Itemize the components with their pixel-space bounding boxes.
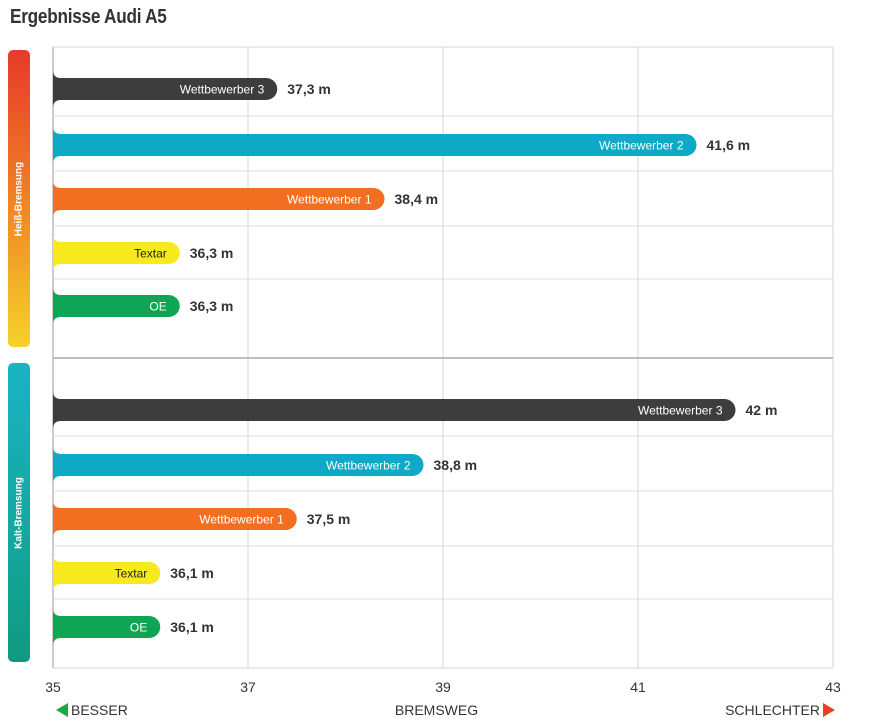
bar-label: Wettbewerber 3 bbox=[180, 83, 265, 97]
bar-value-label: 36,3 m bbox=[190, 245, 234, 261]
bar-value-label: 37,3 m bbox=[287, 81, 331, 97]
bar bbox=[53, 554, 161, 592]
bar-chart: 35 37 39 41 43 Wettbewerber 3 37,3 m Wettbewerb… bbox=[45, 46, 841, 695]
x-tick-label: 37 bbox=[240, 679, 256, 695]
bar-label: Wettbewerber 1 bbox=[199, 513, 284, 527]
bar-label: Textar bbox=[134, 247, 167, 261]
footer-axis-label: BREMSWEG bbox=[394, 702, 479, 718]
bar-value-label: 36,3 m bbox=[190, 298, 234, 314]
bar-value-label: 37,5 m bbox=[307, 511, 351, 527]
chart-title: Ergebnisse Audi A5 bbox=[10, 6, 167, 28]
bar bbox=[53, 234, 180, 272]
bar-value-label: 36,1 m bbox=[170, 565, 214, 581]
bar-value-label: 38,8 m bbox=[434, 457, 478, 473]
bar-value-label: 38,4 m bbox=[395, 191, 439, 207]
x-tick-label: 41 bbox=[630, 679, 646, 695]
bar-label: Wettbewerber 2 bbox=[326, 459, 411, 473]
bar bbox=[53, 608, 161, 646]
bar bbox=[53, 446, 424, 484]
bar-label: Wettbewerber 1 bbox=[287, 193, 372, 207]
arrow-left-icon bbox=[56, 703, 68, 717]
bar-label: Wettbewerber 3 bbox=[638, 404, 723, 418]
arrow-right-icon bbox=[823, 703, 835, 717]
section-label-heiss: Heiß-Bremsung bbox=[8, 50, 30, 347]
bar-value-label: 42 m bbox=[746, 402, 778, 418]
bar bbox=[53, 70, 278, 108]
x-tick-label: 43 bbox=[825, 679, 841, 695]
bar-label: OE bbox=[149, 300, 166, 314]
footer-better-label: BESSER bbox=[71, 702, 128, 718]
bar bbox=[53, 391, 736, 429]
x-tick-label: 39 bbox=[435, 679, 451, 695]
footer-worse: SCHLECHTER bbox=[725, 702, 835, 718]
bar bbox=[53, 180, 385, 218]
bar bbox=[53, 287, 180, 325]
section-label-kalt: Kalt-Bremsung bbox=[8, 363, 30, 662]
footer-better: BESSER bbox=[56, 702, 128, 718]
bar-label: OE bbox=[130, 621, 147, 635]
bar bbox=[53, 126, 697, 164]
x-tick-label: 35 bbox=[45, 679, 61, 695]
bar-value-label: 41,6 m bbox=[707, 137, 751, 153]
bar-value-label: 36,1 m bbox=[170, 619, 214, 635]
bar-label: Wettbewerber 2 bbox=[599, 139, 684, 153]
footer-worse-label: SCHLECHTER bbox=[725, 702, 820, 718]
bar bbox=[53, 500, 297, 538]
bar-label: Textar bbox=[115, 567, 148, 581]
